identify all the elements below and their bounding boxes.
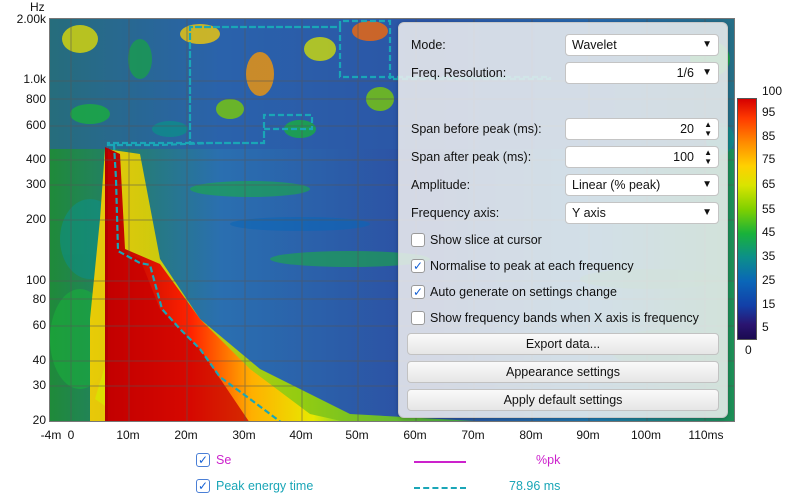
x-tick-label: 110ms (688, 428, 724, 442)
y-tick-label: 100 (25, 273, 46, 287)
y-tick-label: 600 (25, 118, 46, 132)
legend-se-value: %pk (536, 453, 561, 467)
colour-scale-label: 15 (762, 297, 776, 311)
settings-panel: Mode: Wavelet ▼ Freq. Resolution: 1/6 ▼ … (398, 22, 728, 418)
freq-resolution-dropdown[interactable]: 1/6 ▼ (565, 62, 719, 84)
span-before-label: Span before peak (ms): (411, 122, 542, 136)
peak-energy-time-trace (106, 19, 552, 421)
chevron-down-icon: ▼ (702, 39, 712, 50)
x-tick-label: -4m (40, 428, 62, 442)
colour-scale-label: 75 (762, 152, 776, 166)
stepper-arrows-icon[interactable]: ▲ ▼ (704, 120, 712, 138)
span-before-stepper[interactable]: 20 ▲ ▼ (565, 118, 719, 140)
frequency-axis-dropdown[interactable]: Y axis ▼ (565, 202, 719, 224)
y-tick-label: 80 (32, 292, 46, 306)
colour-scale-label: 95 (762, 105, 776, 119)
chevron-down-icon: ▼ (702, 207, 712, 218)
x-tick-label: 80m (519, 428, 543, 442)
colour-scale-label: 65 (762, 177, 776, 191)
show-slice-checkbox[interactable] (411, 233, 425, 247)
x-tick-label: 30m (232, 428, 256, 442)
amplitude-dropdown[interactable]: Linear (% peak) ▼ (565, 174, 719, 196)
span-after-stepper[interactable]: 100 ▲ ▼ (565, 146, 719, 168)
colour-scale-label: 35 (762, 249, 776, 263)
span-after-label: Span after peak (ms): (411, 150, 532, 164)
apply-default-settings-button[interactable]: Apply default settings (407, 389, 719, 411)
legend-peak-energy-value: 78.96 ms (509, 479, 561, 493)
y-tick-label: 2.00k (16, 12, 46, 26)
y-tick-label: 20 (32, 413, 46, 427)
colour-scale-bar (737, 98, 757, 340)
x-tick-label: 90m (576, 428, 600, 442)
x-tick-label: 100m (630, 428, 662, 442)
normalise-checkbox[interactable]: ✓ (411, 259, 425, 273)
amplitude-value: Linear (% peak) (572, 178, 661, 192)
chevron-down-icon: ▼ (702, 67, 712, 78)
legend-peak-energy-checkbox[interactable]: ✓ (196, 479, 210, 493)
chevron-down-icon: ▼ (702, 179, 712, 190)
freq-resolution-value: 1/6 (676, 66, 694, 80)
amplitude-label: Amplitude: (411, 178, 471, 192)
y-tick-label: 400 (25, 152, 46, 166)
y-tick-label: 1.0k (23, 72, 46, 86)
show-slice-label[interactable]: Show slice at cursor (430, 233, 542, 247)
legend-peak-energy-name: Peak energy time (216, 479, 314, 493)
x-tick-label: 40m (289, 428, 313, 442)
colour-scale-label: 5 (762, 320, 769, 334)
x-tick-label: 0 (67, 428, 75, 442)
x-tick-label: 50m (345, 428, 369, 442)
y-tick-label: 30 (32, 378, 46, 392)
auto-generate-label[interactable]: Auto generate on settings change (430, 285, 617, 299)
colour-scale-label: 100 (762, 84, 783, 98)
export-data-button[interactable]: Export data... (407, 333, 719, 355)
y-tick-label: 300 (25, 177, 46, 191)
show-bands-label[interactable]: Show frequency bands when X axis is freq… (430, 311, 699, 325)
frequency-axis-value: Y axis (572, 206, 606, 220)
stepper-arrows-icon[interactable]: ▲ ▼ (704, 148, 712, 166)
colour-scale-label: 45 (762, 225, 776, 239)
y-tick-label: 40 (32, 353, 46, 367)
colour-scale-label: 0 (745, 343, 752, 357)
y-tick-label: 60 (32, 318, 46, 332)
legend-se-swatch (414, 461, 466, 463)
normalise-label[interactable]: Normalise to peak at each frequency (430, 259, 634, 273)
x-tick-label: 10m (116, 428, 140, 442)
span-before-value: 20 (680, 122, 694, 136)
y-tick-label: 800 (25, 92, 46, 106)
mode-value: Wavelet (572, 38, 617, 52)
mode-dropdown[interactable]: Wavelet ▼ (565, 34, 719, 56)
x-tick-label: 60m (403, 428, 427, 442)
colour-scale-label: 25 (762, 273, 776, 287)
colour-scale-label: 85 (762, 129, 776, 143)
auto-generate-checkbox[interactable]: ✓ (411, 285, 425, 299)
x-tick-label: 20m (174, 428, 198, 442)
legend-se-checkbox[interactable]: ✓ (196, 453, 210, 467)
x-tick-label: 70m (461, 428, 485, 442)
y-axis-unit: Hz (30, 0, 45, 14)
frequency-axis-label: Frequency axis: (411, 206, 500, 220)
colour-scale-label: 55 (762, 202, 776, 216)
legend-peak-energy-swatch (414, 487, 466, 489)
span-after-value: 100 (673, 150, 694, 164)
y-tick-label: 200 (25, 212, 46, 226)
freq-resolution-label: Freq. Resolution: (411, 66, 507, 80)
appearance-settings-button[interactable]: Appearance settings (407, 361, 719, 383)
legend-se-name: Se (216, 453, 232, 467)
show-bands-checkbox[interactable] (411, 311, 425, 325)
mode-label: Mode: (411, 38, 446, 52)
